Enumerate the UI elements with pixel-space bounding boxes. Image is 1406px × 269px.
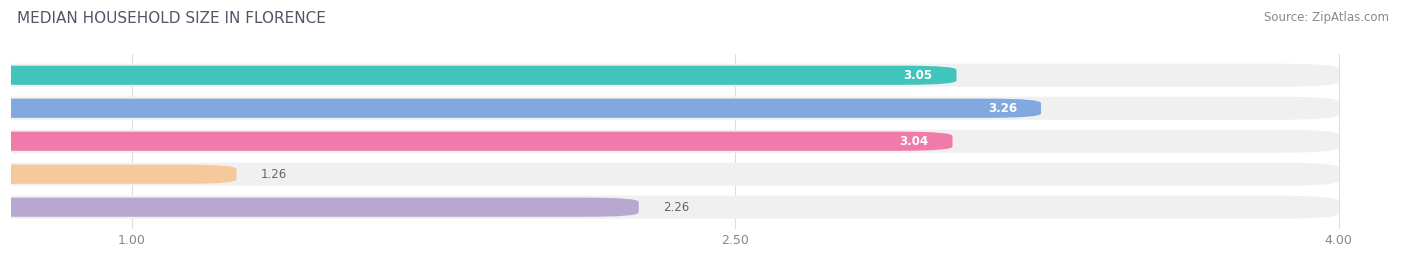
FancyBboxPatch shape	[0, 165, 236, 184]
FancyBboxPatch shape	[0, 163, 1339, 186]
Text: 3.04: 3.04	[900, 135, 928, 148]
FancyBboxPatch shape	[0, 99, 1040, 118]
FancyBboxPatch shape	[0, 196, 1339, 219]
FancyBboxPatch shape	[0, 66, 956, 85]
Text: 1.26: 1.26	[260, 168, 287, 181]
FancyBboxPatch shape	[0, 130, 1339, 153]
Text: 2.26: 2.26	[662, 201, 689, 214]
FancyBboxPatch shape	[0, 64, 1339, 87]
Text: 3.05: 3.05	[903, 69, 932, 82]
FancyBboxPatch shape	[0, 97, 1339, 120]
FancyBboxPatch shape	[0, 198, 638, 217]
Text: MEDIAN HOUSEHOLD SIZE IN FLORENCE: MEDIAN HOUSEHOLD SIZE IN FLORENCE	[17, 11, 326, 26]
Text: 3.26: 3.26	[988, 102, 1017, 115]
Text: Source: ZipAtlas.com: Source: ZipAtlas.com	[1264, 11, 1389, 24]
FancyBboxPatch shape	[0, 132, 952, 151]
